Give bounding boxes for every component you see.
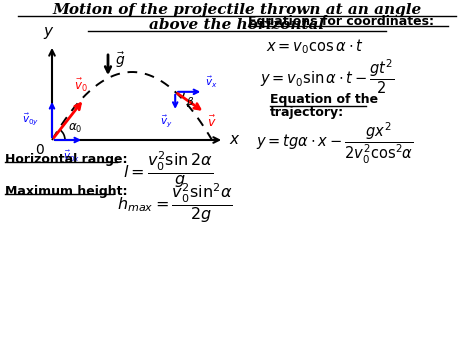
Text: $\vec{v}_{0y}$: $\vec{v}_{0y}$ [22, 111, 39, 127]
Text: trajectory:: trajectory: [270, 106, 344, 119]
Text: Horizontal range:: Horizontal range: [5, 153, 128, 166]
Text: $y$: $y$ [43, 25, 55, 41]
Text: $\vec{v}_x$: $\vec{v}_x$ [205, 75, 218, 90]
Text: Equations for coordinates:: Equations for coordinates: [248, 15, 434, 28]
Text: $h_{max} = \dfrac{v_0^2 \sin^2\!\alpha}{2g}$: $h_{max} = \dfrac{v_0^2 \sin^2\!\alpha}{… [117, 182, 233, 225]
Text: Maximum height:: Maximum height: [5, 185, 128, 198]
Text: $\vec{g}$: $\vec{g}$ [115, 50, 126, 70]
Text: $l = \dfrac{v_0^2 \sin 2\alpha}{g}$: $l = \dfrac{v_0^2 \sin 2\alpha}{g}$ [123, 150, 213, 190]
Text: $\vec{v}_y$: $\vec{v}_y$ [160, 113, 172, 129]
Text: $x$: $x$ [229, 133, 240, 147]
Text: Equation of the: Equation of the [270, 93, 378, 106]
Text: above the horizontal: above the horizontal [149, 18, 325, 32]
Text: $\vec{v}$: $\vec{v}$ [207, 114, 216, 130]
Text: $y = tg\alpha \cdot x - \dfrac{gx^2}{2v_0^2\cos^2\!\alpha}$: $y = tg\alpha \cdot x - \dfrac{gx^2}{2v_… [256, 121, 414, 166]
Text: $\beta$: $\beta$ [186, 95, 194, 109]
Text: $x = v_0 \cos\alpha \cdot t$: $x = v_0 \cos\alpha \cdot t$ [266, 37, 364, 56]
Text: $0$: $0$ [35, 143, 45, 157]
Text: $\vec{v}_{0x}$: $\vec{v}_{0x}$ [64, 149, 81, 164]
Text: $\vec{v}_0$: $\vec{v}_0$ [74, 77, 88, 94]
Text: $y = v_0 \sin\alpha \cdot t - \dfrac{gt^2}{2}$: $y = v_0 \sin\alpha \cdot t - \dfrac{gt^… [260, 58, 395, 96]
Text: $\alpha_0$: $\alpha_0$ [68, 122, 82, 135]
Text: Motion of the projectile thrown at an angle: Motion of the projectile thrown at an an… [52, 3, 422, 17]
